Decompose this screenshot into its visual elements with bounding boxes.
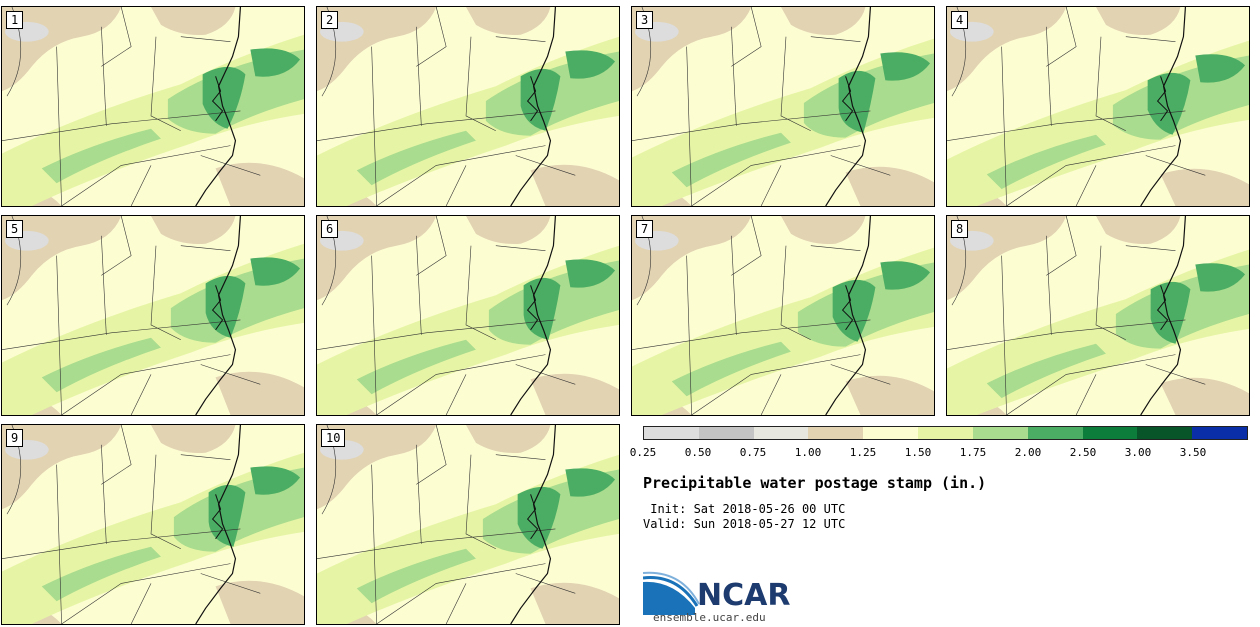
stamp-panel-1: 1: [1, 6, 305, 207]
colorbar-tick-label: 3.50: [1179, 446, 1207, 459]
stamp-panel-3: 3: [631, 6, 935, 207]
ncar-logo-text: NCAR: [697, 578, 791, 613]
colorbar-swatch: [808, 427, 864, 439]
colorbar-swatch: [1137, 427, 1193, 439]
stamp-panel-10: 10: [316, 424, 620, 625]
colorbar-swatch: [644, 427, 699, 439]
stamp-panel-9: 9: [1, 424, 305, 625]
panel-number-label: 7: [636, 220, 654, 238]
colorbar-swatch: [698, 427, 754, 439]
colorbar-tick-label: 2.50: [1069, 446, 1097, 459]
panel-number-label: 6: [321, 220, 339, 238]
colorbar-legend: [643, 426, 1248, 440]
ncar-logo-icon: [643, 571, 700, 615]
panel-number-label: 1: [6, 11, 24, 29]
precip-map: [632, 7, 934, 206]
precip-map: [947, 7, 1249, 206]
stamp-panel-6: 6: [316, 215, 620, 416]
colorbar-swatch: [972, 427, 1028, 439]
colorbar-tick-label: 2.00: [1014, 446, 1042, 459]
init-time: Init: Sat 2018-05-26 00 UTC: [643, 502, 846, 516]
colorbar-swatch: [918, 427, 973, 439]
stamp-panel-4: 4: [946, 6, 1250, 207]
colorbar-swatch: [1192, 427, 1247, 439]
stamp-panel-7: 7: [631, 215, 935, 416]
panel-number-label: 3: [636, 11, 654, 29]
colorbar-swatch: [863, 427, 919, 439]
precip-map: [2, 425, 304, 624]
colorbar-tick-label: 1.75: [959, 446, 987, 459]
panel-number-label: 10: [321, 429, 346, 447]
stamp-panel-5: 5: [1, 215, 305, 416]
panel-number-label: 5: [6, 220, 24, 238]
panel-number-label: 9: [6, 429, 24, 447]
plot-title: Precipitable water postage stamp (in.): [643, 474, 987, 492]
panel-number-label: 8: [951, 220, 969, 238]
precip-map: [317, 7, 619, 206]
colorbar-tick-label: 1.25: [849, 446, 877, 459]
colorbar-tick-label: 3.00: [1124, 446, 1152, 459]
colorbar-tick-label: 1.50: [904, 446, 932, 459]
colorbar-tick-label: 0.25: [629, 446, 657, 459]
valid-time: Valid: Sun 2018-05-27 12 UTC: [643, 517, 846, 531]
precip-map: [947, 216, 1249, 415]
colorbar-tick-label: 0.50: [684, 446, 712, 459]
precip-map: [317, 425, 619, 624]
panel-number-label: 2: [321, 11, 339, 29]
colorbar-swatch: [1027, 427, 1083, 439]
stamp-panel-8: 8: [946, 215, 1250, 416]
panel-number-label: 4: [951, 11, 969, 29]
colorbar-swatch: [753, 427, 809, 439]
precip-map: [2, 7, 304, 206]
precip-map: [2, 216, 304, 415]
colorbar-swatch: [1082, 427, 1138, 439]
precip-map: [632, 216, 934, 415]
stamp-panel-2: 2: [316, 6, 620, 207]
colorbar-tick-label: 0.75: [739, 446, 767, 459]
website-link[interactable]: ensemble.ucar.edu: [653, 611, 766, 624]
precip-map: [317, 216, 619, 415]
colorbar-tick-label: 1.00: [794, 446, 822, 459]
